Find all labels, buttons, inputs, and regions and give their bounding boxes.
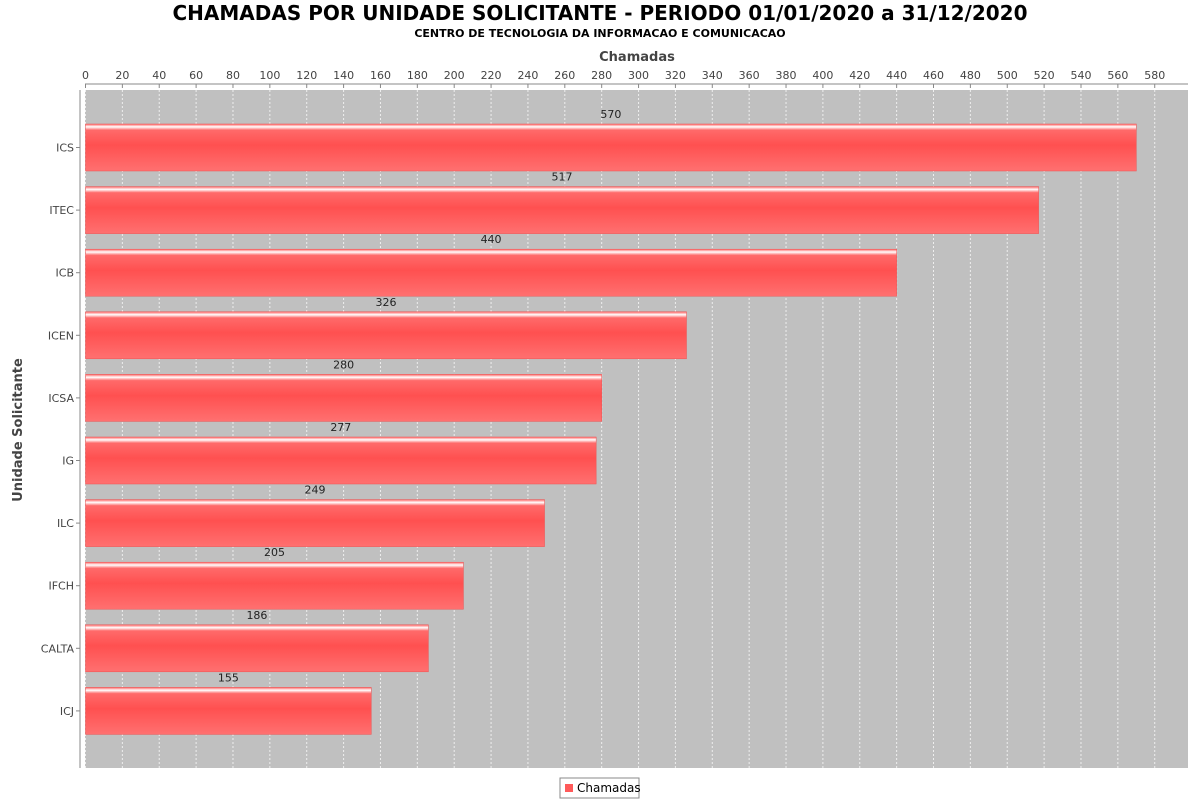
x-tick-label: 320 <box>665 69 686 82</box>
data-label: 205 <box>264 546 285 559</box>
x-tick-label: 60 <box>189 69 203 82</box>
category-label: ICEN <box>48 329 74 342</box>
y-axis-label: Unidade Solicitante <box>11 358 26 502</box>
x-tick-label: 480 <box>960 69 981 82</box>
category-label: IFCH <box>48 580 74 593</box>
x-tick-label: 260 <box>554 69 575 82</box>
x-axis: 0 20 40 60 80 100 120 140 160 180 200 220 240 260 280 3… <box>82 69 1188 88</box>
x-tick-label: 340 <box>702 69 723 82</box>
bar <box>85 374 602 422</box>
x-tick-label: 580 <box>1144 69 1165 82</box>
bar <box>85 123 1137 172</box>
category-label: ICB <box>56 267 74 280</box>
x-tick-label: 240 <box>517 69 538 82</box>
data-label: 570 <box>600 108 621 121</box>
bar <box>85 311 687 360</box>
x-tick-label: 300 <box>628 69 649 82</box>
x-tick-label: 460 <box>923 69 944 82</box>
x-tick-label: 160 <box>370 69 391 82</box>
legend: Chamadas <box>559 777 641 799</box>
x-tick-label: 220 <box>481 69 502 82</box>
bar <box>85 561 464 610</box>
x-tick-label: 100 <box>259 69 280 82</box>
x-tick-label: 80 <box>226 69 240 82</box>
x-tick-label: 120 <box>296 69 317 82</box>
x-tick-label: 400 <box>812 69 833 82</box>
x-tick-label: 380 <box>776 69 797 82</box>
data-label: 440 <box>481 233 502 246</box>
bar <box>85 624 429 673</box>
x-tick-label: 520 <box>1034 69 1055 82</box>
data-label: 326 <box>375 296 396 309</box>
x-tick-label: 280 <box>591 69 612 82</box>
data-label: 517 <box>552 171 573 184</box>
category-label: IG <box>62 455 74 468</box>
legend-box <box>559 777 640 799</box>
x-tick-label: 500 <box>997 69 1018 82</box>
bar <box>85 687 372 735</box>
x-tick-label: 40 <box>152 69 166 82</box>
category-label: ICSA <box>48 392 74 405</box>
x-tick-label: 560 <box>1107 69 1128 82</box>
category-label: ICJ <box>60 705 74 718</box>
x-tick-label: 440 <box>886 69 907 82</box>
data-label: 277 <box>330 421 351 434</box>
bar <box>85 436 597 485</box>
x-tick-label: 140 <box>333 69 354 82</box>
x-tick-label: 0 <box>82 69 89 82</box>
legend-swatch <box>565 784 573 792</box>
legend-label: Chamadas <box>577 781 641 795</box>
bars: 570 517 440 326 280 277 249 205 186 155 <box>85 108 1137 735</box>
category-label: CALTA <box>41 642 75 655</box>
x-tick-label: 420 <box>849 69 870 82</box>
data-label: 280 <box>333 358 354 371</box>
x-tick-label: 360 <box>739 69 760 82</box>
data-label: 155 <box>218 671 239 684</box>
x-tick-label: 180 <box>407 69 428 82</box>
y-axis: ICS ITEC ICB ICEN ICSA IG ILC IFCH CALTA ICJ <box>41 90 81 768</box>
category-label: ILC <box>57 517 74 530</box>
category-label: ICS <box>56 142 74 155</box>
x-axis-label: Chamadas <box>599 50 675 65</box>
x-tick-label: 20 <box>115 69 129 82</box>
chart-subtitle: CENTRO DE TECNOLOGIA DA INFORMACAO E COM… <box>414 27 785 40</box>
category-label: ITEC <box>49 204 74 217</box>
data-label: 249 <box>305 484 326 497</box>
data-label: 186 <box>246 609 267 622</box>
x-tick-label: 540 <box>1070 69 1091 82</box>
bar <box>85 248 897 297</box>
x-tick-label: 200 <box>444 69 465 82</box>
chart-title: CHAMADAS POR UNIDADE SOLICITANTE - PERIO… <box>172 1 1027 25</box>
bar <box>85 499 545 547</box>
bar <box>85 186 1039 234</box>
